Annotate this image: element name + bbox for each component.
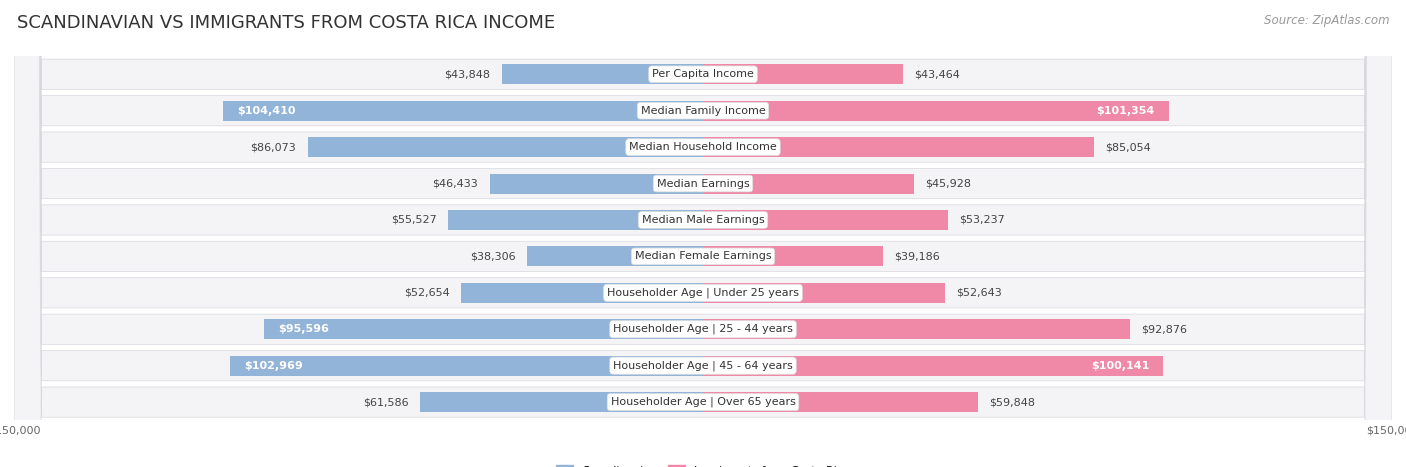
Bar <box>502 64 703 84</box>
Bar <box>703 283 945 303</box>
Bar <box>449 210 703 230</box>
Legend: Scandinavian, Immigrants from Costa Rica: Scandinavian, Immigrants from Costa Rica <box>553 460 853 467</box>
Bar <box>264 319 703 339</box>
Bar <box>527 247 703 266</box>
FancyBboxPatch shape <box>14 0 1392 467</box>
Text: Householder Age | 25 - 44 years: Householder Age | 25 - 44 years <box>613 324 793 334</box>
FancyBboxPatch shape <box>14 0 1392 467</box>
Text: Householder Age | Under 25 years: Householder Age | Under 25 years <box>607 288 799 298</box>
Text: Householder Age | Over 65 years: Householder Age | Over 65 years <box>610 397 796 407</box>
Text: $39,186: $39,186 <box>894 251 941 262</box>
Text: SCANDINAVIAN VS IMMIGRANTS FROM COSTA RICA INCOME: SCANDINAVIAN VS IMMIGRANTS FROM COSTA RI… <box>17 14 555 32</box>
Text: $46,433: $46,433 <box>433 178 478 189</box>
Text: Median Household Income: Median Household Income <box>628 142 778 152</box>
Text: Median Family Income: Median Family Income <box>641 106 765 116</box>
Text: $53,237: $53,237 <box>959 215 1005 225</box>
Text: $61,586: $61,586 <box>363 397 409 407</box>
Bar <box>420 392 703 412</box>
Text: Per Capita Income: Per Capita Income <box>652 69 754 79</box>
FancyBboxPatch shape <box>14 0 1392 467</box>
Bar <box>461 283 703 303</box>
Text: $101,354: $101,354 <box>1097 106 1154 116</box>
Text: $52,643: $52,643 <box>956 288 1002 298</box>
Bar <box>703 319 1129 339</box>
Text: $95,596: $95,596 <box>278 324 329 334</box>
Text: Median Earnings: Median Earnings <box>657 178 749 189</box>
Text: $43,464: $43,464 <box>914 69 960 79</box>
Text: Median Female Earnings: Median Female Earnings <box>634 251 772 262</box>
Text: Median Male Earnings: Median Male Earnings <box>641 215 765 225</box>
FancyBboxPatch shape <box>14 0 1392 467</box>
Text: $43,848: $43,848 <box>444 69 491 79</box>
Text: $86,073: $86,073 <box>250 142 297 152</box>
Bar <box>231 356 703 375</box>
FancyBboxPatch shape <box>14 0 1392 467</box>
Text: $52,654: $52,654 <box>404 288 450 298</box>
FancyBboxPatch shape <box>14 0 1392 467</box>
Text: $38,306: $38,306 <box>470 251 516 262</box>
Bar <box>703 64 903 84</box>
Bar <box>224 101 703 120</box>
FancyBboxPatch shape <box>14 0 1392 467</box>
Bar <box>703 174 914 193</box>
Text: $59,848: $59,848 <box>990 397 1035 407</box>
FancyBboxPatch shape <box>14 0 1392 467</box>
Bar <box>703 356 1163 375</box>
Text: $85,054: $85,054 <box>1105 142 1152 152</box>
Bar <box>703 210 948 230</box>
Bar <box>308 137 703 157</box>
Text: $102,969: $102,969 <box>243 361 302 371</box>
Bar <box>703 137 1094 157</box>
FancyBboxPatch shape <box>14 0 1392 467</box>
Text: $104,410: $104,410 <box>238 106 295 116</box>
Bar <box>703 392 979 412</box>
Text: $55,527: $55,527 <box>391 215 436 225</box>
Bar <box>489 174 703 193</box>
Text: $92,876: $92,876 <box>1142 324 1187 334</box>
Text: $45,928: $45,928 <box>925 178 972 189</box>
Text: Source: ZipAtlas.com: Source: ZipAtlas.com <box>1264 14 1389 27</box>
Bar <box>703 101 1168 120</box>
Text: Householder Age | 45 - 64 years: Householder Age | 45 - 64 years <box>613 361 793 371</box>
Bar <box>703 247 883 266</box>
FancyBboxPatch shape <box>14 0 1392 467</box>
Text: $100,141: $100,141 <box>1091 361 1149 371</box>
